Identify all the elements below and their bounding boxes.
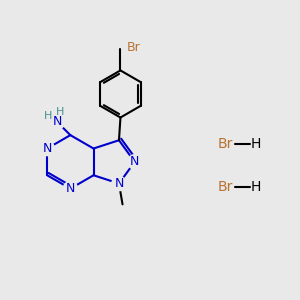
Text: H: H bbox=[250, 180, 261, 194]
Text: Br: Br bbox=[126, 41, 140, 54]
Circle shape bbox=[49, 114, 65, 130]
Circle shape bbox=[63, 182, 77, 196]
Text: Br: Br bbox=[218, 180, 233, 194]
Text: H: H bbox=[250, 137, 261, 151]
Text: N: N bbox=[52, 115, 62, 128]
Text: N: N bbox=[114, 177, 124, 190]
Text: N: N bbox=[66, 182, 75, 195]
Circle shape bbox=[112, 176, 126, 191]
Circle shape bbox=[128, 155, 142, 169]
Text: N: N bbox=[43, 142, 52, 155]
Text: Br: Br bbox=[218, 137, 233, 151]
Text: N: N bbox=[130, 155, 140, 168]
Circle shape bbox=[40, 141, 54, 156]
Text: H: H bbox=[44, 111, 52, 122]
Text: H: H bbox=[56, 107, 64, 117]
